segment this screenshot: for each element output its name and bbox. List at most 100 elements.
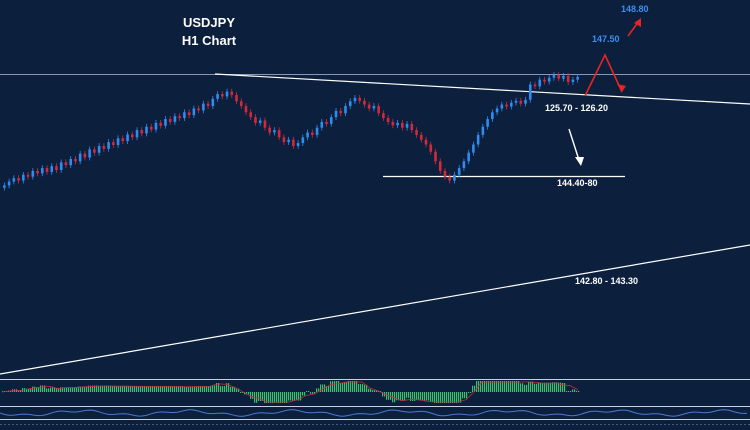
candle-body (45, 168, 49, 172)
macd-bar (320, 384, 322, 392)
macd-bar (146, 386, 148, 392)
macd-bar (170, 386, 172, 392)
macd-bar (282, 392, 284, 403)
candle-body (249, 112, 253, 118)
macd-bar (480, 381, 482, 392)
macd-bar (556, 382, 558, 392)
macd-bar (510, 381, 512, 392)
candle-body (538, 79, 542, 87)
candle-body (410, 123, 414, 131)
support-label-1: 144.40-80 (557, 178, 598, 188)
candle-body (116, 138, 120, 145)
macd-bar (334, 381, 336, 392)
macd-bar (546, 382, 548, 392)
macd-bar (68, 387, 70, 392)
macd-bar (204, 386, 206, 392)
macd-bar (80, 386, 82, 392)
macd-bar (72, 387, 74, 392)
candle-body (254, 117, 257, 123)
macd-bar (258, 392, 260, 401)
macd-bar (314, 392, 316, 394)
macd-bar (432, 392, 434, 402)
macd-bar (18, 390, 20, 392)
candle-body (159, 122, 163, 126)
macd-bar (188, 386, 190, 392)
macd-bar (446, 392, 448, 403)
macd-bar (460, 392, 462, 403)
macd-bar (152, 386, 154, 392)
candle-body (367, 104, 371, 109)
macd-bar (116, 386, 118, 392)
macd-bar (118, 386, 120, 392)
macd-bar (340, 383, 342, 392)
candle-body (325, 121, 328, 124)
macd-bar (38, 387, 40, 392)
candle-body (164, 119, 167, 126)
candle-body (382, 113, 385, 119)
chart-title: USDJPY (183, 15, 235, 30)
candle-body (320, 121, 324, 128)
candle-body (571, 79, 575, 83)
macd-bar (304, 392, 306, 396)
macd-bar (144, 386, 146, 392)
macd-bar (442, 392, 444, 403)
macd-bar (472, 385, 474, 392)
candle-body (434, 151, 437, 162)
candle-body (467, 152, 470, 162)
macd-bar (346, 382, 348, 392)
macd-bar (150, 386, 152, 392)
macd-bar (198, 386, 200, 392)
candle-body (36, 170, 39, 174)
macd-bar (542, 382, 544, 392)
macd-bar (560, 382, 562, 392)
macd-bar (512, 381, 514, 392)
macd-bar (404, 392, 406, 401)
macd-bar (350, 381, 352, 392)
macd-bar (326, 386, 328, 392)
macd-bar (62, 387, 64, 392)
macd-bar (92, 385, 94, 392)
macd-bar (400, 392, 402, 401)
candle-body (486, 119, 489, 127)
macd-bar (438, 392, 440, 403)
macd-bar (90, 385, 92, 392)
macd-bar (222, 386, 224, 392)
candle-body (211, 98, 215, 107)
target-label-1: 148.80 (621, 4, 649, 14)
candle-body (83, 153, 87, 158)
candle-body (26, 174, 30, 177)
macd-bar (522, 383, 524, 392)
macd-bar (342, 383, 344, 392)
macd-bar (88, 385, 90, 392)
candle-body (107, 142, 110, 149)
macd-bar (318, 388, 320, 392)
rising-trendline (0, 244, 750, 375)
support-label-2: 142.80 - 143.30 (575, 276, 638, 286)
macd-bar (210, 386, 212, 392)
macd-bar (316, 388, 318, 392)
candle-body (401, 122, 404, 128)
macd-bar (482, 381, 484, 392)
macd-bar (436, 392, 438, 403)
macd-signal-line (1, 381, 579, 403)
candle-body (145, 126, 148, 134)
macd-bar (372, 390, 374, 392)
candle-body (230, 91, 234, 95)
macd-bar (468, 392, 470, 393)
macd-bar (538, 382, 540, 392)
candle-body (258, 120, 262, 123)
macd-bar (348, 381, 350, 392)
macd-bar (64, 387, 66, 392)
macd-bar (276, 392, 278, 403)
macd-bar (570, 391, 572, 392)
macd-bar (20, 390, 22, 392)
candle-body (225, 91, 229, 97)
candle-body (438, 161, 442, 171)
macd-bar (134, 386, 136, 392)
macd-bar (66, 387, 68, 392)
macd-bar (212, 385, 214, 392)
macd-bar (106, 385, 108, 392)
macd-bar (54, 387, 56, 392)
candle-body (491, 112, 494, 120)
macd-bar (458, 392, 460, 403)
